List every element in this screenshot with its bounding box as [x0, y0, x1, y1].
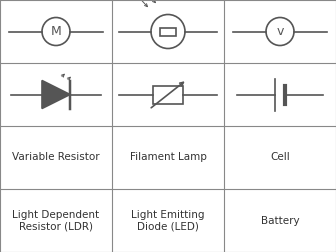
- Bar: [160, 27, 176, 36]
- Text: Light Dependent
Resistor (LDR): Light Dependent Resistor (LDR): [12, 210, 99, 231]
- Text: v: v: [276, 25, 284, 38]
- Text: Light Emitting
Diode (LED): Light Emitting Diode (LED): [131, 210, 205, 231]
- Text: M: M: [51, 25, 61, 38]
- Polygon shape: [42, 80, 70, 109]
- Text: Battery: Battery: [261, 215, 299, 226]
- Bar: [153, 85, 183, 104]
- Text: Variable Resistor: Variable Resistor: [12, 152, 100, 163]
- Text: Cell: Cell: [270, 152, 290, 163]
- Text: Filament Lamp: Filament Lamp: [130, 152, 206, 163]
